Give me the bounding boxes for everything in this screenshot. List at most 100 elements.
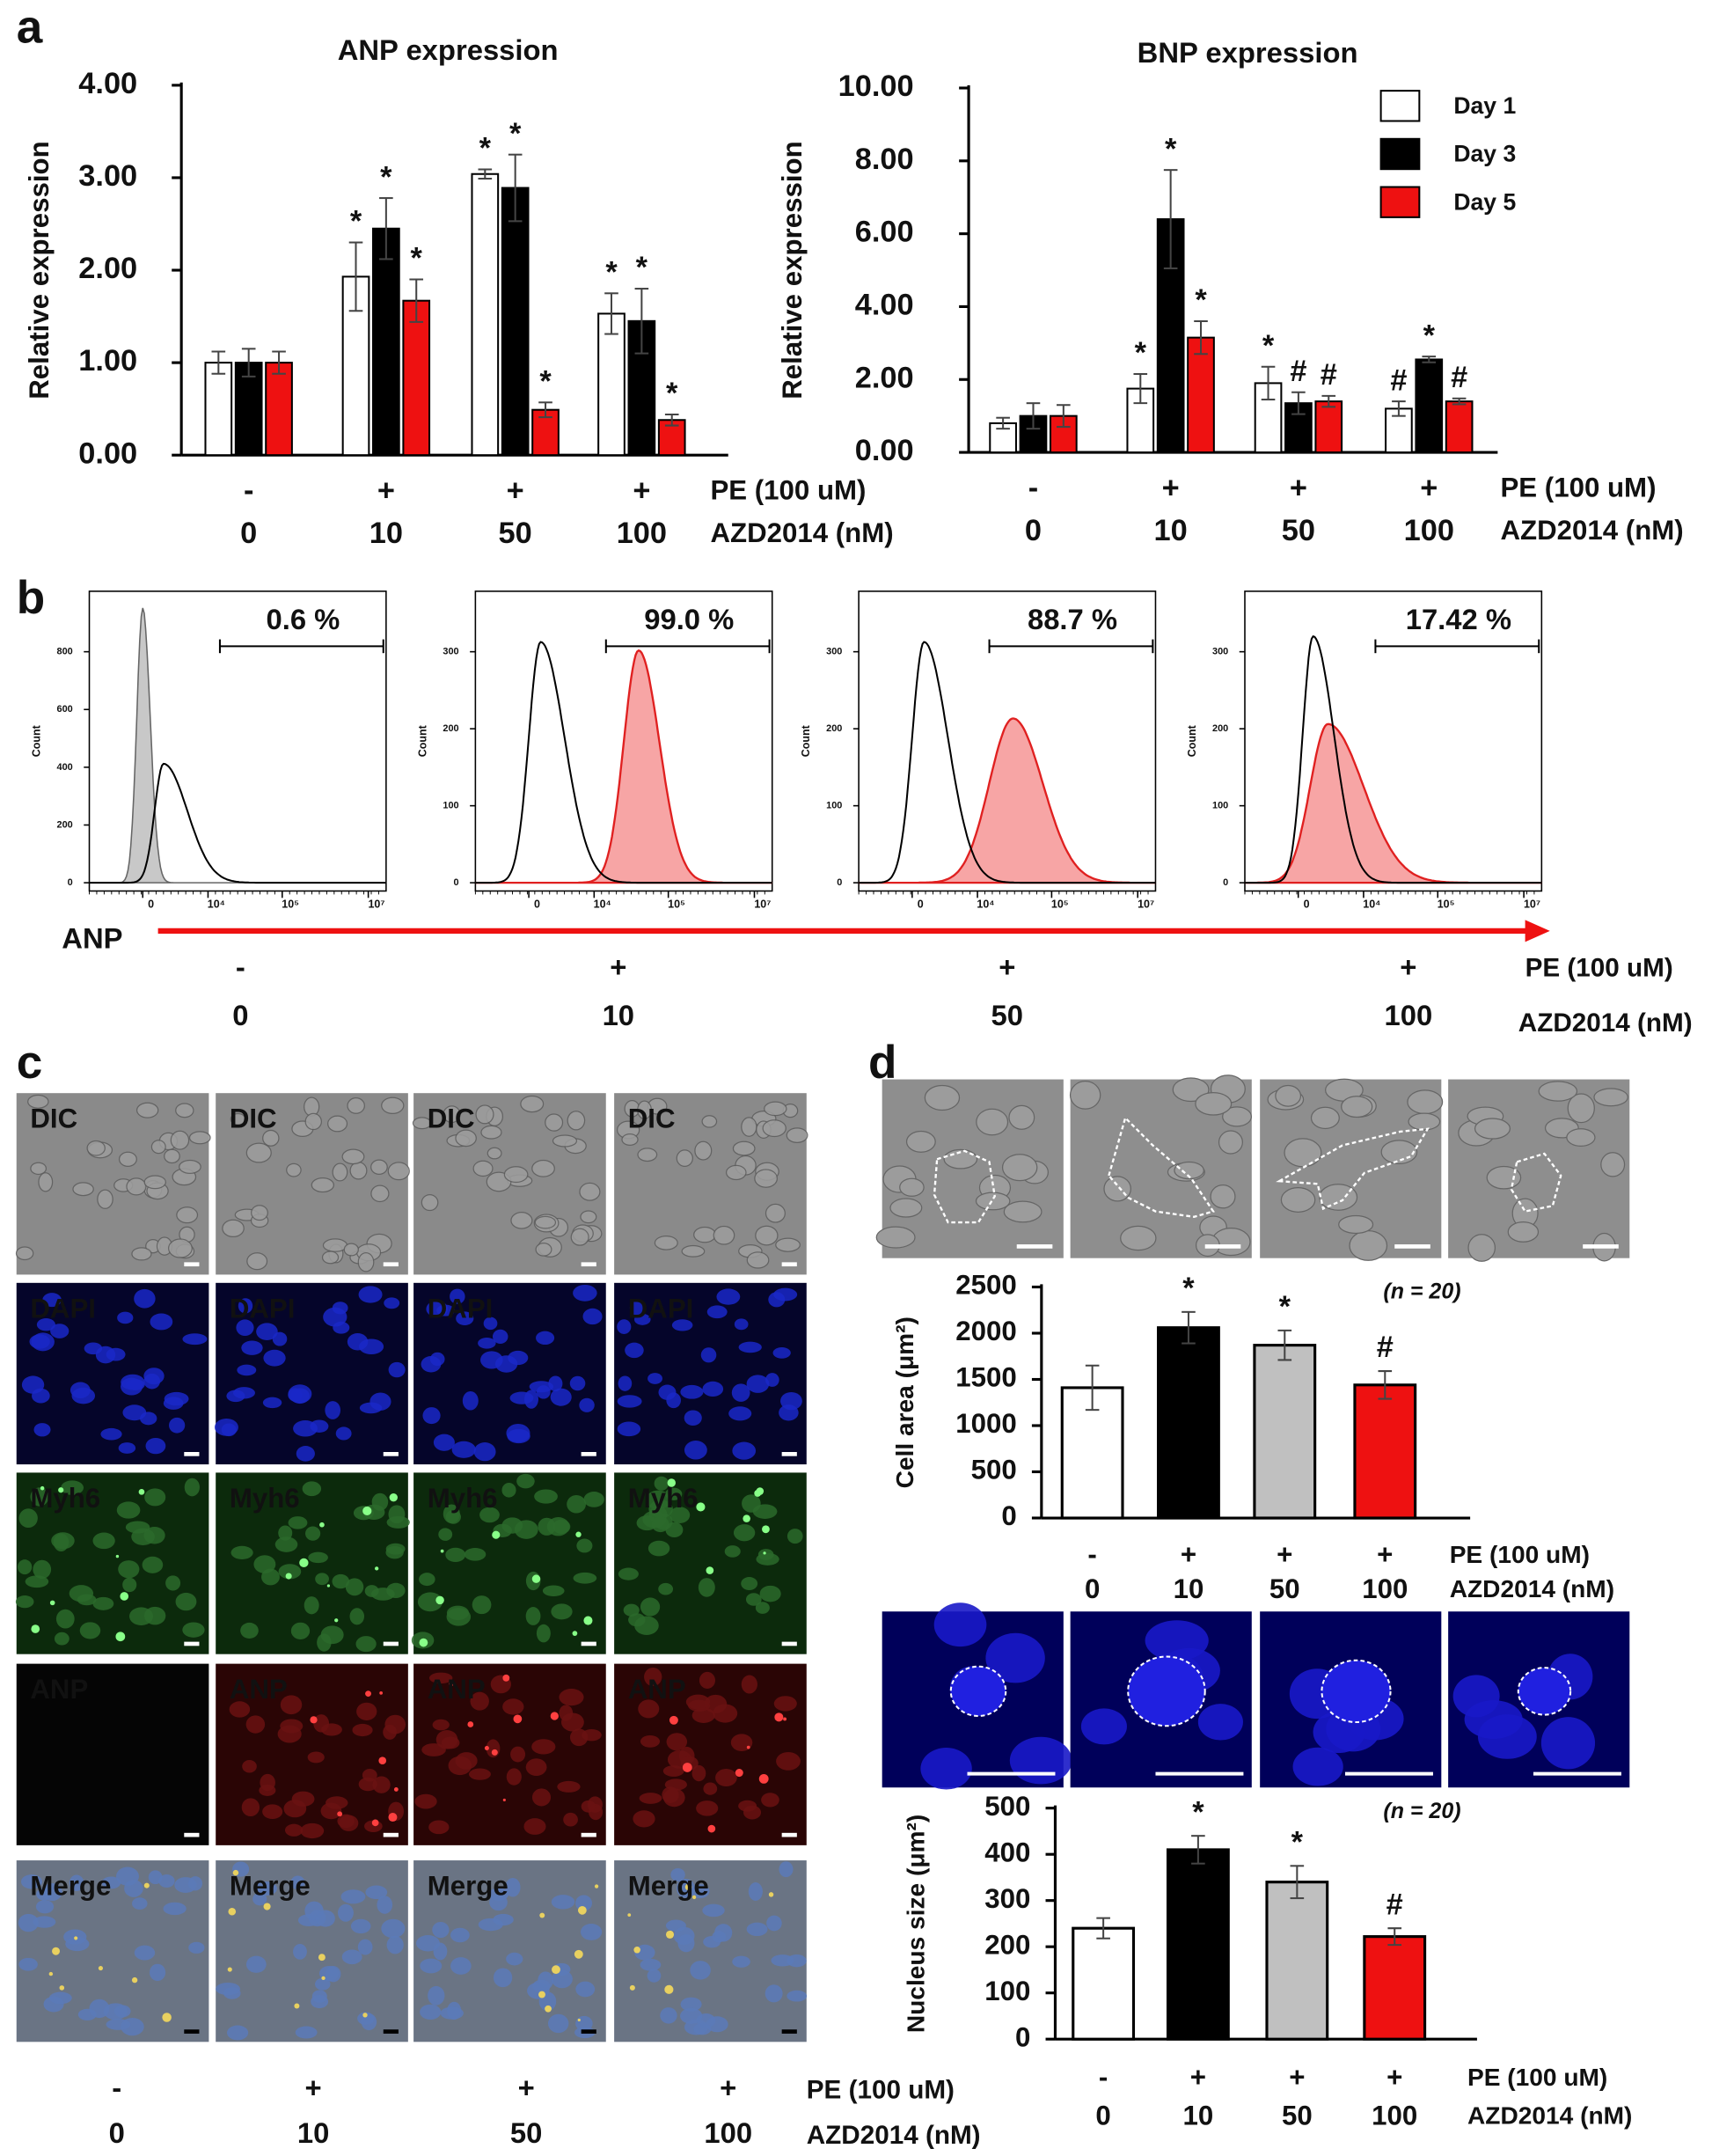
cell (307, 1751, 325, 1764)
panel-letter: a (17, 1, 43, 53)
cell (456, 1311, 474, 1325)
cell (118, 1560, 140, 1579)
cell (278, 1525, 293, 1541)
bright-spot (550, 1712, 559, 1720)
cell (42, 1293, 62, 1308)
y-tick-label: 400 (984, 1837, 1030, 1867)
cell (188, 1131, 211, 1145)
cell (654, 1235, 678, 1250)
cell (371, 1492, 389, 1511)
cell (924, 1084, 961, 1111)
cell (89, 1998, 110, 2019)
micrograph (15, 1093, 211, 1275)
bright-spot (682, 1763, 692, 1772)
cell (236, 1319, 254, 1337)
y-tick-label: 100 (1212, 801, 1228, 811)
cell (575, 2015, 593, 2032)
isotype-histogram (475, 641, 772, 884)
cell (426, 1300, 449, 1317)
cell (164, 1391, 189, 1406)
cell (317, 1633, 332, 1652)
cell (432, 1719, 450, 1731)
cell (230, 1545, 253, 1559)
cell (567, 1111, 586, 1131)
panel-letter: c (17, 1037, 43, 1089)
cell (583, 1492, 604, 1507)
bright-spot (59, 1985, 65, 1991)
cell (531, 1159, 555, 1177)
cell (84, 1342, 103, 1355)
cell (570, 1228, 589, 1246)
cell (117, 1311, 134, 1324)
cell (639, 1793, 662, 1804)
nucleus (1452, 1675, 1500, 1718)
cell (1172, 1077, 1210, 1103)
cell (100, 1427, 122, 1441)
cell (347, 1097, 365, 1114)
cell (358, 1286, 383, 1303)
image-label: ANP (230, 1674, 288, 1705)
cell (741, 1576, 758, 1591)
cell (370, 1184, 390, 1203)
cell (148, 1870, 163, 1885)
cell (523, 1390, 538, 1409)
bar (1353, 1383, 1417, 1520)
pe-label: + (377, 473, 395, 507)
y-tick-label: 500 (984, 1791, 1030, 1822)
x-tick-label: 10 (369, 517, 403, 550)
cell (547, 2013, 569, 2034)
cell (144, 1488, 166, 1507)
cell (223, 1987, 241, 1999)
micrograph (16, 1860, 209, 2042)
cell (501, 1483, 516, 1498)
y-axis-label: Count (30, 725, 42, 757)
y-tick-label: 0 (1015, 2021, 1030, 2052)
y-tick-label: 300 (984, 1883, 1030, 1914)
x-tick-label: 100 (1404, 514, 1454, 547)
cell (388, 1361, 406, 1378)
error-bar (478, 168, 493, 180)
bright-spot (531, 1574, 541, 1583)
scale-bar (781, 1641, 797, 1646)
x-tick-label: 100 (1362, 1573, 1408, 1604)
cell (648, 1500, 673, 1519)
cell (503, 1166, 529, 1184)
cell (184, 1478, 200, 1497)
micrograph (413, 1282, 606, 1465)
scale-bar (184, 1452, 200, 1456)
cell (618, 1567, 639, 1580)
bright-spot (120, 1592, 129, 1601)
bright-spot (365, 1690, 371, 1698)
cell (122, 1577, 137, 1593)
cell (529, 1381, 554, 1393)
cell (332, 1573, 350, 1589)
cell (1338, 1214, 1374, 1235)
bar (1157, 1326, 1220, 1520)
significance-marker: * (1192, 1795, 1204, 1829)
bright-spot (40, 1485, 45, 1491)
y-tick-label: 0.00 (78, 436, 137, 470)
cell (448, 1756, 472, 1776)
cell (300, 1822, 325, 1839)
cell (742, 1494, 761, 1513)
legend-swatch (1379, 90, 1421, 122)
cell (472, 1160, 494, 1177)
bar (341, 275, 370, 457)
bright-spot (664, 1984, 674, 1994)
cell (569, 1728, 589, 1747)
image-label: DAPI (30, 1293, 96, 1324)
cell (412, 1117, 432, 1130)
cell (240, 1622, 259, 1639)
scale-bar (781, 2029, 797, 2034)
significance-marker: * (1279, 1290, 1291, 1324)
cell (280, 1695, 303, 1715)
cell (325, 1401, 340, 1419)
cell (581, 1800, 596, 1813)
cell (372, 1776, 391, 1793)
cell (634, 1616, 659, 1635)
image-label: DIC (428, 1104, 475, 1134)
bar (402, 299, 431, 457)
cell (732, 1955, 750, 1968)
cell (693, 1226, 717, 1243)
bright-spot (310, 1716, 318, 1724)
